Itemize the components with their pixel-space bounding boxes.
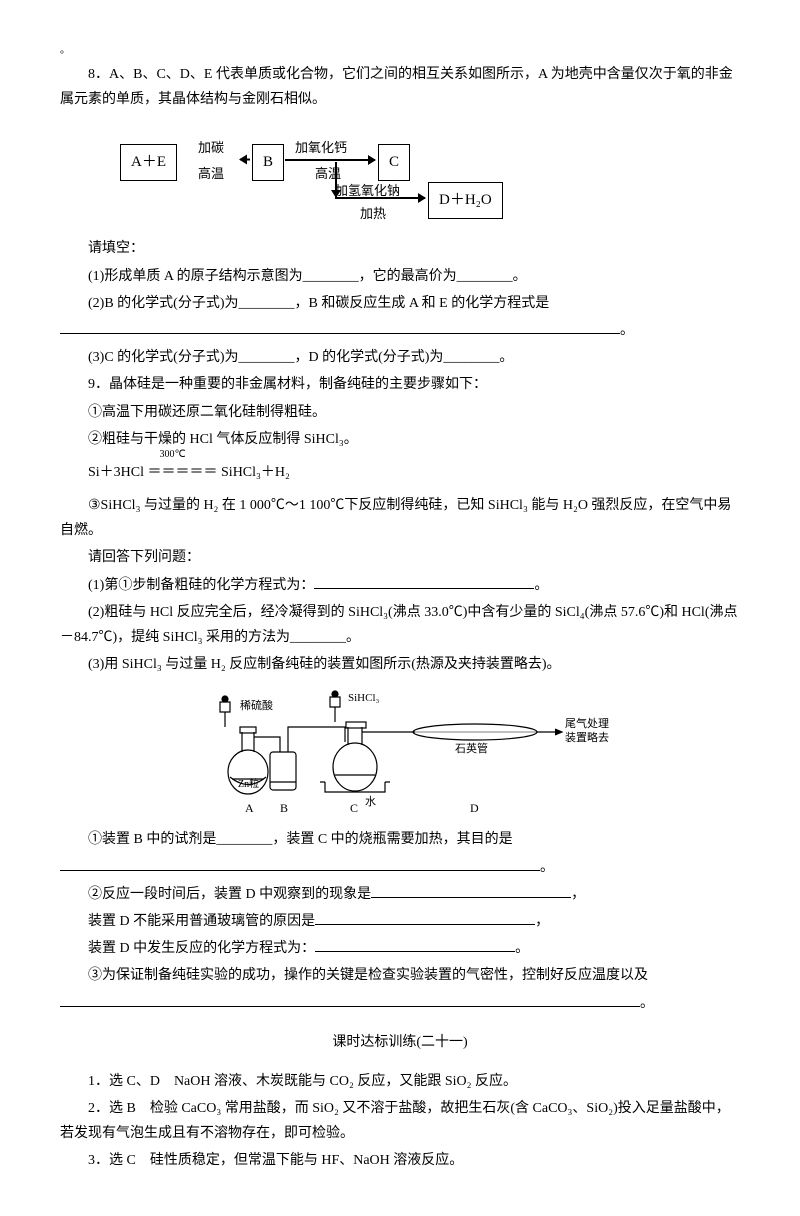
- q9-intro: 9．晶体硅是一种重要的非金属材料，制备纯硅的主要步骤如下：: [60, 372, 740, 397]
- arrow3-bottom: 加热: [360, 202, 386, 225]
- q9-sub1: (1)第①步制备粗硅的化学方程式为：。: [60, 573, 740, 598]
- q9-prompt: 请回答下列问题：: [60, 545, 740, 570]
- label-water: 水: [365, 795, 376, 808]
- label-sihcl3: SiHCl₃: [348, 692, 380, 704]
- q8-sub3: (3)C 的化学式(分子式)为________，D 的化学式(分子式)为____…: [60, 345, 740, 370]
- q9-step1: ①高温下用碳还原二氧化硅制得粗硅。: [60, 400, 740, 425]
- flow-box-dh2o: D＋H₂O: [428, 182, 503, 219]
- label-a: A: [245, 801, 254, 815]
- q9-sub3-2a: ②反应一段时间后，装置 D 中观察到的现象是，: [60, 882, 740, 907]
- answer-1: 1．选 C、D NaOH 溶液、木炭既能与 CO₂ 反应，又能跟 SiO₂ 反应…: [60, 1069, 740, 1094]
- answers-title: 课时达标训练(二十一): [60, 1030, 740, 1055]
- flow-box-c: C: [378, 144, 410, 181]
- label-h2so4: 稀硫酸: [240, 698, 273, 712]
- arrow1-top: 加碳: [198, 136, 224, 159]
- flow-box-ae: A＋E: [120, 144, 177, 181]
- label-c: C: [350, 801, 358, 815]
- arrow3-top: 加氢氧化钠: [335, 179, 400, 202]
- label-zn: Zn粒: [238, 777, 259, 790]
- q9-sub3-3: ③为保证制备纯硅实验的成功，操作的关键是检查实验装置的气密性，控制好反应温度以及: [60, 963, 740, 988]
- arrow1-bottom: 高温: [198, 162, 224, 185]
- label-b: B: [280, 801, 288, 815]
- label-quartz: 石英管: [455, 741, 488, 755]
- q9-sub3-3-blank: 。: [60, 991, 740, 1016]
- q9-sub3-intro: (3)用 SiHCl₃ 与过量 H₂ 反应制备纯硅的装置如图所示(热源及夹持装置…: [60, 652, 740, 677]
- q9-sub3-1-blank: 。: [60, 855, 740, 880]
- label-d: D: [470, 801, 479, 815]
- flow-box-b: B: [252, 144, 284, 181]
- q9-sub3-1: ①装置 B 中的试剂是________，装置 C 中的烧瓶需要加热，其目的是: [60, 827, 740, 852]
- q9-sub2: (2)粗硅与 HCl 反应完全后，经冷凝得到的 SiHCl₃(沸点 33.0℃)…: [60, 600, 740, 650]
- q8-prompt: 请填空：: [60, 236, 740, 261]
- q8-sub1: (1)形成单质 A 的原子结构示意图为________，它的最高价为______…: [60, 264, 740, 289]
- answer-3: 3．选 C 硅性质稳定，但常温下能与 HF、NaOH 溶液反应。: [60, 1148, 740, 1173]
- q9-step3: ③SiHCl₃ 与过量的 H₂ 在 1 000℃～1 100℃下反应制得纯硅，已…: [60, 493, 740, 543]
- q9-sub3-2c: 装置 D 中发生反应的化学方程式为：。: [60, 936, 740, 961]
- q8-intro: 8．A、B、C、D、E 代表单质或化合物，它们之间的相互关系如图所示，A 为地壳…: [60, 62, 740, 112]
- q9-equation: Si＋3HCl 300℃ ＝＝＝＝＝ SiHCl₃＋H₂: [88, 460, 740, 485]
- q9-sub3-2b: 装置 D 不能采用普通玻璃管的原因是，: [60, 909, 740, 934]
- label-tail1: 尾气处理: [565, 716, 609, 730]
- stray-period: 。: [60, 42, 740, 60]
- q8-flow-diagram: A＋E B C 加碳 高温 加氧化钙 高温 加氢氧化钠 加热 D＋H₂O: [120, 124, 740, 224]
- arrow2-top: 加氧化钙: [295, 136, 347, 159]
- label-tail2: 装置略去: [565, 730, 609, 744]
- q8-sub2-blank: 。: [60, 318, 740, 343]
- answer-2: 2．选 B 检验 CaCO₃ 常用盐酸，而 SiO₂ 又不溶于盐酸，故把生石灰(…: [60, 1096, 740, 1146]
- q9-apparatus-diagram: 稀硫酸 SiHCl₃ Zn粒 水 石英管 尾气处理 装置略去 A B C D: [60, 687, 740, 817]
- q8-sub2a: (2)B 的化学式(分子式)为________，B 和碳反应生成 A 和 E 的…: [60, 291, 740, 316]
